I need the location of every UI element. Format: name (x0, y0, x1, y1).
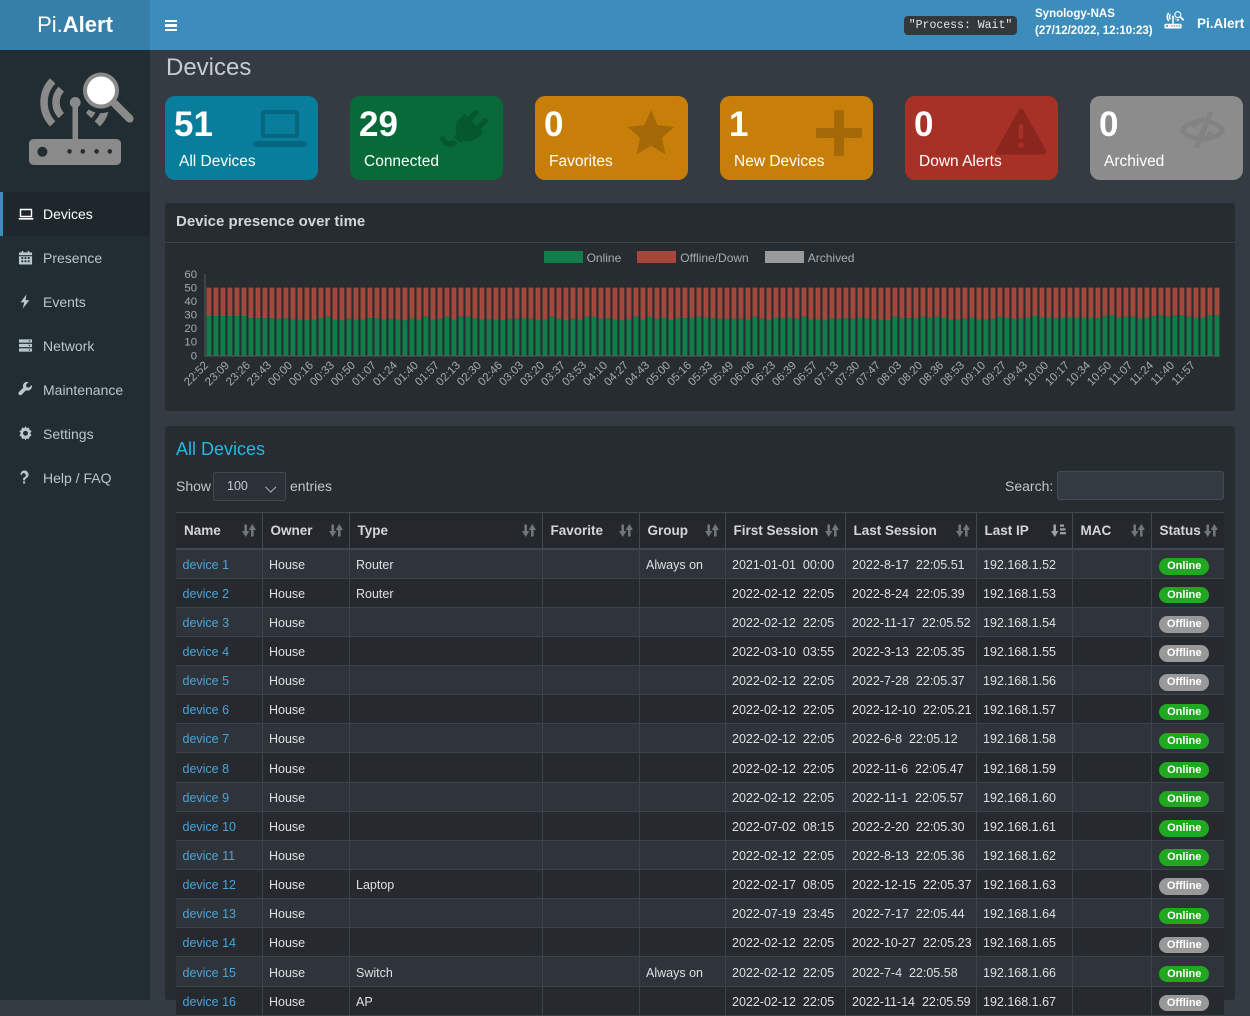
svg-text:20: 20 (184, 323, 197, 335)
svg-text:11:57: 11:57 (1170, 360, 1198, 388)
svg-text:0: 0 (191, 350, 197, 362)
svg-text:40: 40 (184, 296, 197, 308)
svg-text:60: 60 (184, 269, 197, 281)
svg-text:30: 30 (184, 310, 197, 322)
svg-text:50: 50 (184, 282, 197, 294)
svg-text:10: 10 (184, 337, 197, 349)
svg-text:10:50: 10:50 (1085, 360, 1114, 389)
